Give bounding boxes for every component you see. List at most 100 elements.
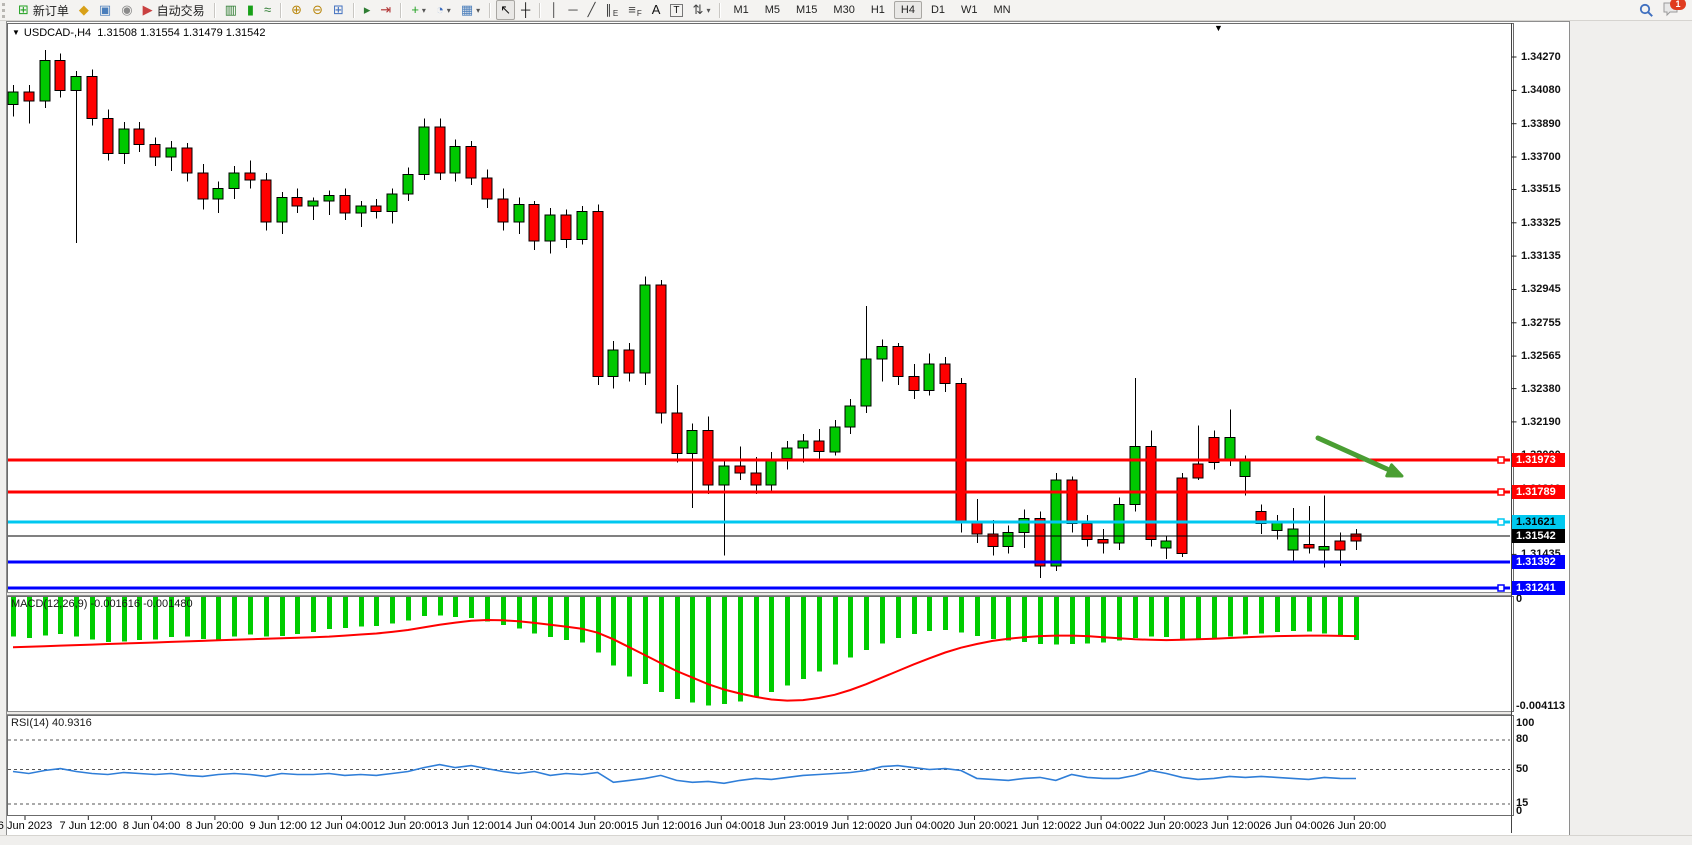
pane-separator-macd[interactable] xyxy=(7,592,1511,596)
text-label-button[interactable]: T xyxy=(666,0,686,20)
price-tag-1.31621: 1.31621 xyxy=(1512,515,1565,529)
horizontal-line-button[interactable]: ─ xyxy=(564,0,581,20)
toolbar: ⊞ 新订单 ◆ ▣ ◉ ▶ 自动交易 ▥ ▮ ≈ ⊕ ⊖ ⊞ ▸ ⇥ + ▾ ◔ ▾ ▦ ▾ ↖ ┼ │ ─ ╱ ∥ E ≡ F A T ⇅ ▾ M… xyxy=(0,0,1692,21)
price-tick-label-1.33890: 1.33890 xyxy=(1521,117,1561,130)
price-tick-label-1.33700: 1.33700 xyxy=(1521,151,1561,164)
tile-windows-button[interactable]: ⊞ xyxy=(329,0,348,20)
price-tick-label-1.33135: 1.33135 xyxy=(1521,250,1561,263)
autotrading-icon: ▶ xyxy=(142,2,153,17)
timeframe-button-H4[interactable]: H4 xyxy=(893,1,922,19)
price-tag-1.31789: 1.31789 xyxy=(1512,485,1565,499)
timeframe-button-M15[interactable]: M15 xyxy=(796,4,818,16)
horizontal-line-icon: ─ xyxy=(568,2,578,17)
symbol-dropdown-icon[interactable]: ▼ xyxy=(12,28,20,37)
timeframe-button-D1[interactable]: D1 xyxy=(930,4,946,16)
channel-button[interactable]: ∥ E xyxy=(601,0,622,20)
timeframe-button-M1[interactable]: M1 xyxy=(733,4,749,16)
auto-scroll-button[interactable]: ▸ xyxy=(360,0,375,20)
search-icon[interactable] xyxy=(1639,3,1654,18)
zoom-in-button[interactable]: ⊕ xyxy=(287,0,306,20)
toolbar-separator xyxy=(280,2,283,18)
macd-axis-zero: 0 xyxy=(1516,593,1523,605)
metaeditor-icon: ◆ xyxy=(78,2,89,17)
new-order-button[interactable]: ⊞ 新订单 xyxy=(14,0,73,20)
zoom-in-icon: ⊕ xyxy=(291,2,303,17)
timeframe-button-M30[interactable]: M30 xyxy=(833,4,855,16)
crosshair-button[interactable]: ┼ xyxy=(517,0,534,20)
time-label: 16 Jun 04:00 xyxy=(689,820,754,832)
price-tick-label-1.32755: 1.32755 xyxy=(1521,316,1561,329)
time-label: 12 Jun 20:00 xyxy=(372,820,437,832)
toolbar-separator xyxy=(213,2,216,18)
chart-shift-marker-icon[interactable]: ▼ xyxy=(1214,23,1223,33)
crosshair-icon: ┼ xyxy=(521,2,531,17)
arrows-button[interactable]: ⇅ ▾ xyxy=(689,0,715,20)
price-tick-label-1.32380: 1.32380 xyxy=(1521,382,1561,395)
navigator-button[interactable]: ▣ xyxy=(95,0,115,20)
data-window-icon: ◉ xyxy=(121,2,133,17)
time-label: 14 Jun 20:00 xyxy=(562,820,627,832)
timeframe-button-MN[interactable]: MN xyxy=(993,4,1011,16)
toolbar-buttons: ⊞ 新订单 ◆ ▣ ◉ ▶ 自动交易 ▥ ▮ ≈ ⊕ ⊖ ⊞ ▸ ⇥ + ▾ ◔ ▾ ▦ ▾ ↖ ┼ │ ─ ╱ ∥ E ≡ F A T ⇅ ▾ M… xyxy=(0,0,1019,20)
toolbar-drag-handle[interactable] xyxy=(2,2,9,18)
time-label: 23 Jun 12:00 xyxy=(1195,820,1260,832)
macd-indicator-label: MACD(12,26,9) -0.001616 -0.001480 xyxy=(11,598,193,610)
cursor-button[interactable]: ↖ xyxy=(496,0,516,20)
dropdown-caret-icon[interactable]: ▾ xyxy=(706,5,711,15)
price-tick-label-1.34270: 1.34270 xyxy=(1521,51,1561,64)
fibonacci-button[interactable]: ≡ F xyxy=(624,0,645,20)
rsi-axis-label-80: 80 xyxy=(1516,733,1529,745)
new-order-button-label: 新订单 xyxy=(32,3,69,18)
equidistant-channel-icon: ∥ xyxy=(605,2,612,17)
trendline-button[interactable]: ╱ xyxy=(584,0,600,20)
text-icon: A xyxy=(651,2,661,17)
pane-separator-rsi[interactable] xyxy=(7,711,1511,715)
price-tag-1.31241: 1.31241 xyxy=(1512,581,1565,595)
macd-signal-value: -0.001480 xyxy=(143,598,193,610)
time-label: 20 Jun 04:00 xyxy=(879,820,943,832)
dropdown-caret-icon[interactable]: ▾ xyxy=(476,5,481,15)
time-label: 19 Jun 12:00 xyxy=(816,820,880,832)
fibonacci-icon-sub: F xyxy=(636,9,642,18)
time-label: 7 Jun 12:00 xyxy=(59,820,118,832)
dropdown-caret-icon[interactable]: ▾ xyxy=(446,5,451,15)
chart-candles-button[interactable]: ▮ xyxy=(243,0,258,20)
zoom-out-icon: ⊖ xyxy=(312,2,323,17)
rsi-axis-label-100: 100 xyxy=(1516,717,1535,729)
time-label: 26 Jun 20:00 xyxy=(1322,820,1387,832)
indicators-icon: + xyxy=(411,2,419,17)
time-label: 14 Jun 04:00 xyxy=(499,820,564,832)
chart-bars-button[interactable]: ▥ xyxy=(221,0,241,20)
chart-shift-button[interactable]: ⇥ xyxy=(376,0,395,20)
time-label: 9 Jun 12:00 xyxy=(249,820,307,832)
autotrading-button[interactable]: ▶ 自动交易 xyxy=(139,0,209,20)
ohlc-high: 1.31554 xyxy=(140,27,180,39)
chart-shift-icon: ⇥ xyxy=(380,2,392,17)
price-tick-label-1.33515: 1.33515 xyxy=(1521,183,1561,196)
metaeditor-button[interactable]: ◆ xyxy=(75,0,93,20)
rsi-axis-label-15: 15 xyxy=(1516,797,1529,809)
indicators-button[interactable]: + ▾ xyxy=(407,0,430,20)
chart-line-button[interactable]: ≈ xyxy=(260,0,275,20)
periods-button[interactable]: ◔ ▾ xyxy=(432,0,455,20)
chat-icon[interactable]: 1 xyxy=(1662,0,1686,19)
vertical-line-button[interactable]: │ xyxy=(546,0,562,20)
timeframe-button-M5[interactable]: M5 xyxy=(764,4,781,16)
dropdown-caret-icon[interactable]: ▾ xyxy=(421,5,426,15)
text-button[interactable]: A xyxy=(648,0,665,20)
data-window-button[interactable]: ◉ xyxy=(117,0,136,20)
zoom-out-button[interactable]: ⊖ xyxy=(308,0,327,20)
symbol-label: USDCAD-,H4 xyxy=(23,27,92,39)
time-label: 15 Jun 12:00 xyxy=(626,820,690,832)
arrows-icon: ⇅ xyxy=(692,2,704,17)
timeframe-button-H1[interactable]: H1 xyxy=(870,4,885,16)
time-label: 22 Jun 20:00 xyxy=(1132,820,1197,832)
templates-button[interactable]: ▦ ▾ xyxy=(457,0,484,20)
timeframe-button-W1[interactable]: W1 xyxy=(961,4,978,16)
bar-chart-icon: ▥ xyxy=(224,2,237,17)
rsi-axis-label-0: 0 xyxy=(1516,805,1523,817)
line-chart-icon: ≈ xyxy=(264,2,272,17)
rsi-value: 40.9316 xyxy=(51,717,92,729)
time-label: 20 Jun 20:00 xyxy=(942,820,1007,832)
macd-axis-min: -0.004113 xyxy=(1516,700,1565,712)
